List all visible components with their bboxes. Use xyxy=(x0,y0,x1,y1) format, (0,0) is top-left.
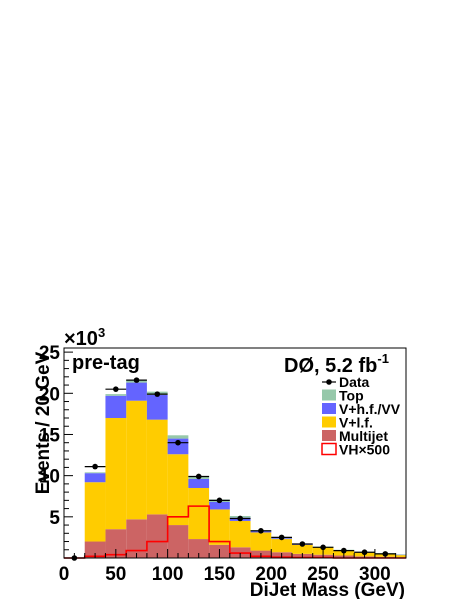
bar-v-h-f-vv xyxy=(126,382,147,401)
data-point xyxy=(216,497,223,504)
x-tick-label: 100 xyxy=(152,564,184,585)
y-tick-label: 25 xyxy=(39,343,61,364)
plot-frame xyxy=(63,347,407,559)
x-tick-label: 150 xyxy=(204,564,236,585)
bar-v-l-f- xyxy=(395,555,406,558)
bar-multijet xyxy=(105,529,127,558)
bar-v-h-f-vv xyxy=(188,478,210,488)
bar-v-l-f- xyxy=(292,544,313,554)
legend-swatch-signal xyxy=(321,442,337,456)
data-point xyxy=(320,544,326,551)
data-point xyxy=(278,534,285,541)
bar-top xyxy=(105,394,127,396)
legend-swatch xyxy=(322,389,336,401)
legend-swatch xyxy=(322,430,336,441)
bar-v-l-f- xyxy=(126,400,147,520)
experiment-label: DØ, 5.2 fb-1 xyxy=(284,351,389,377)
bar-top xyxy=(84,472,106,474)
y-multiplier: ×103 xyxy=(64,325,105,350)
bar-v-h-f-vv xyxy=(209,502,230,510)
bar-multijet xyxy=(188,539,210,558)
y-axis-title: Events / 20 GeV xyxy=(33,351,54,494)
bar-v-l-f- xyxy=(250,532,272,551)
bar-v-h-f-vv xyxy=(105,395,127,418)
x-tick-label: 200 xyxy=(255,564,287,585)
data-point xyxy=(154,391,161,397)
y-tick-label: 5 xyxy=(49,508,60,529)
legend-entry: Multijet xyxy=(339,428,388,444)
bar-v-l-f- xyxy=(271,539,292,553)
bar-v-h-f-vv xyxy=(84,473,106,483)
legend-entry: VH×500 xyxy=(339,442,390,458)
y-tick-label: 10 xyxy=(39,467,60,488)
axes: 0 50 100 150 200 250 300 5 10 15 20 25 xyxy=(39,343,407,585)
bar-v-l-f- xyxy=(188,488,210,540)
bar-multijet xyxy=(126,519,147,558)
data-point xyxy=(361,549,368,556)
bar-v-h-f-vv xyxy=(146,394,168,420)
x-tick-label: 0 xyxy=(59,564,70,585)
bar-v-l-f- xyxy=(167,454,189,526)
data-point xyxy=(195,473,202,480)
x-tick-label: 250 xyxy=(307,564,339,585)
x-axis-title: DiJet Mass (GeV) xyxy=(250,580,405,599)
bar-v-l-f- xyxy=(146,419,168,515)
legend-entry: V+h.f./VV xyxy=(339,401,401,417)
bar-multijet xyxy=(167,525,189,558)
y-tick-label: 15 xyxy=(39,425,61,446)
legend-entry: Data xyxy=(339,374,370,390)
bar-v-l-f- xyxy=(84,482,106,542)
data-point xyxy=(133,377,140,383)
bar-v-l-f- xyxy=(105,418,127,530)
x-tick-label: 50 xyxy=(105,564,126,585)
data-point xyxy=(237,515,243,522)
data-point xyxy=(113,386,119,392)
x-tick-label: 300 xyxy=(359,564,391,585)
legend-swatch xyxy=(322,416,336,428)
legend-data-marker xyxy=(326,379,332,385)
data-point xyxy=(341,547,347,554)
y-tick-label: 20 xyxy=(39,384,60,405)
legend-entry: V+l.f. xyxy=(339,415,373,431)
bar-multijet xyxy=(84,541,106,558)
bar-v-l-f- xyxy=(229,520,251,548)
legend-entry: Top xyxy=(339,388,364,404)
data-point xyxy=(175,439,181,446)
bar-multijet xyxy=(146,514,168,558)
legend-swatch xyxy=(322,403,336,414)
bar-top xyxy=(167,435,189,439)
data-point xyxy=(299,541,306,547)
data-point xyxy=(258,528,264,534)
data-point xyxy=(92,463,98,470)
bar-v-l-f- xyxy=(209,509,230,545)
selection-label: pre-tag xyxy=(72,352,140,374)
